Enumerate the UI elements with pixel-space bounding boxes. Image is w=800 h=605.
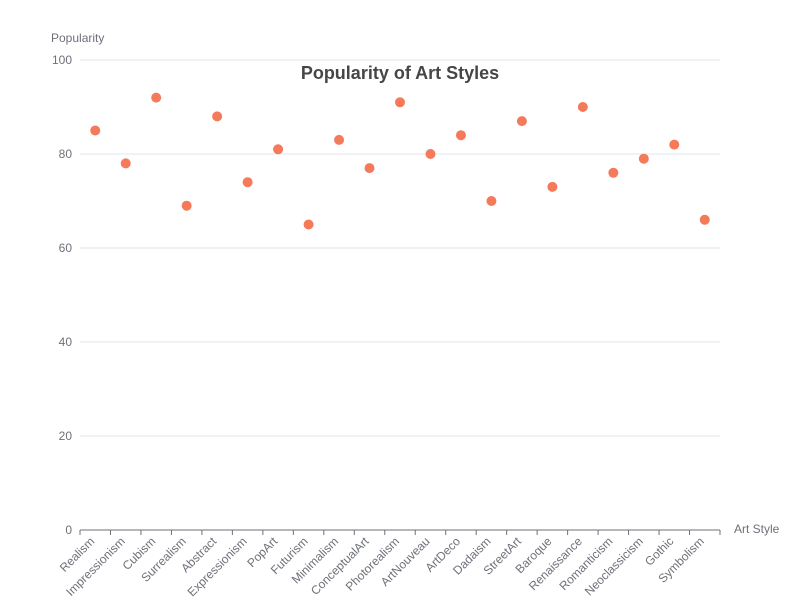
data-point[interactable] <box>638 153 649 164</box>
data-point[interactable] <box>181 200 192 211</box>
data-point[interactable] <box>547 181 558 192</box>
y-tick-label: 0 <box>65 523 72 537</box>
data-point[interactable] <box>577 102 588 112</box>
y-tick-label: 40 <box>59 335 73 349</box>
chart-title: Popularity of Art Styles <box>301 63 499 83</box>
data-point[interactable] <box>608 167 619 178</box>
data-point[interactable] <box>242 177 253 188</box>
grid-layer <box>80 59 720 437</box>
y-tick-label: 80 <box>59 147 73 161</box>
axis-layer <box>79 529 721 535</box>
data-point[interactable] <box>273 144 284 155</box>
data-point[interactable] <box>334 134 345 145</box>
data-point[interactable] <box>699 214 710 225</box>
data-point[interactable] <box>212 111 223 122</box>
x-tick-labels: RealismImpressionismCubismSurrealismAbst… <box>57 534 707 600</box>
y-tick-label: 100 <box>52 53 72 67</box>
y-tick-labels: 0 20 40 60 80 100 <box>52 53 72 537</box>
y-tick-label: 60 <box>59 241 73 255</box>
x-axis-label: Art Style <box>734 522 780 536</box>
data-point[interactable] <box>90 125 101 136</box>
data-point[interactable] <box>395 97 405 108</box>
data-point[interactable] <box>669 139 680 150</box>
data-point[interactable] <box>364 163 375 174</box>
data-point[interactable] <box>486 196 497 206</box>
data-point[interactable] <box>455 130 466 141</box>
y-axis-label: Popularity <box>51 31 104 45</box>
data-point[interactable] <box>151 92 162 103</box>
y-tick-label: 20 <box>59 429 73 443</box>
data-point[interactable] <box>120 158 131 169</box>
data-points <box>90 92 710 230</box>
data-point[interactable] <box>303 219 314 230</box>
data-point[interactable] <box>425 149 436 159</box>
data-point[interactable] <box>516 116 527 127</box>
